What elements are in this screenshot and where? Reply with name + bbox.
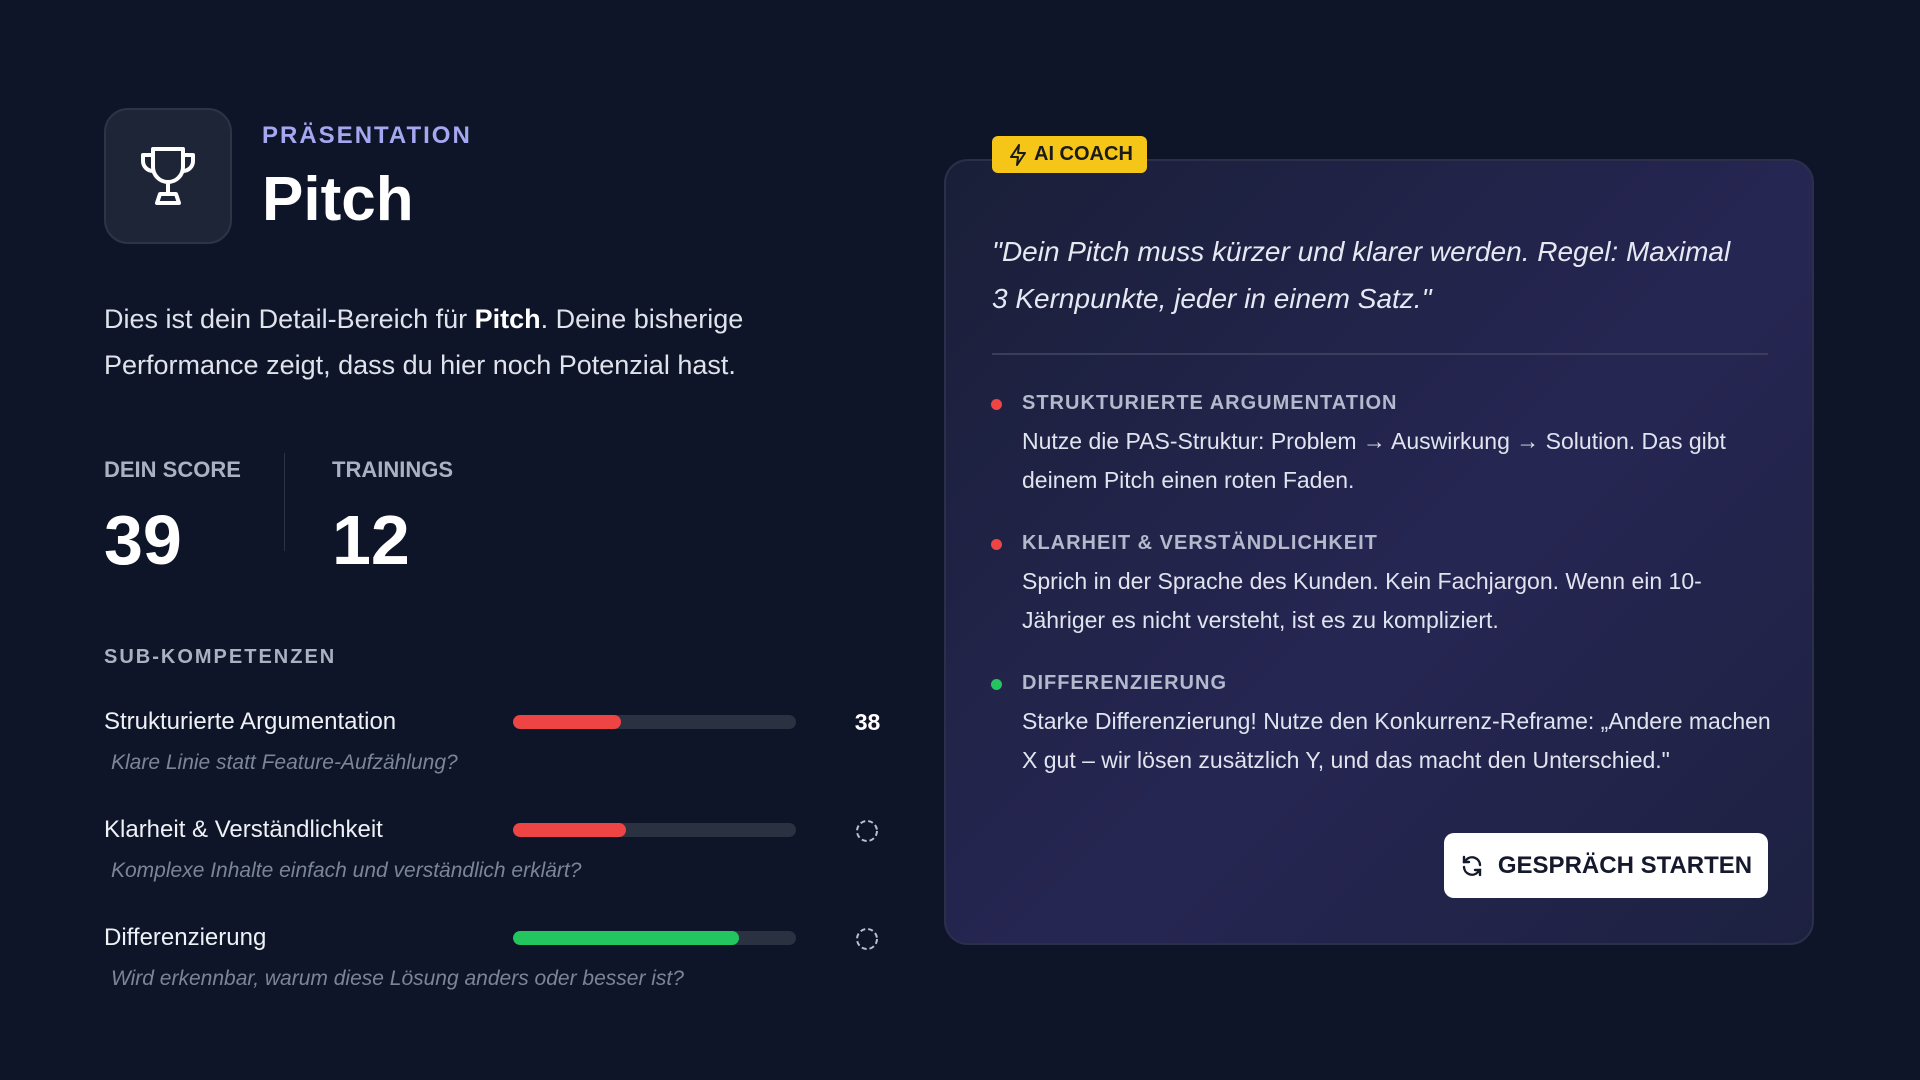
skill-track [513, 715, 796, 729]
stat-value: 39 [104, 501, 182, 579]
start-button[interactable]: GESPRÄCH STARTEN [1444, 833, 1768, 898]
skill-track [513, 823, 796, 837]
category: PRÄSENTATION [262, 122, 472, 149]
badge: AI COACH [992, 136, 1147, 173]
skill-hint: Komplexe Inhalte einfach und verständlic… [111, 859, 582, 882]
title: Pitch [262, 165, 414, 234]
description-bold: Pitch [474, 304, 541, 334]
description-text: Dies ist dein Detail-Bereich für [104, 304, 475, 334]
stat-label: DEIN SCORE [104, 457, 241, 482]
tip-text: Starke Differenzierung! Nutze den Konkur… [1022, 708, 1771, 773]
section-heading: SUB-KOMPETENZEN [104, 646, 337, 668]
divider [284, 453, 285, 551]
skill-track [513, 931, 796, 945]
skill-value: 38 [854, 709, 881, 735]
tip-dot [991, 679, 1002, 690]
description: Dies ist dein Detail-Bereich für Pitch. … [104, 296, 824, 388]
tip-dot [991, 539, 1002, 550]
trophy-icon [104, 108, 232, 244]
button-label: GESPRÄCH STARTEN [1497, 851, 1753, 879]
description-text: . Deine bisherige Performance zeigt, das… [104, 304, 744, 380]
stat-label: TRAININGS [332, 457, 453, 482]
separator [992, 353, 1768, 355]
tip-dot [991, 399, 1002, 410]
pending-icon [854, 818, 880, 844]
tip-text: Sprich in der Sprache des Kunden. Kein F… [1022, 568, 1702, 633]
coach-card [944, 159, 1814, 945]
tip-title: KLARHEIT & VERSTÄNDLICHKEIT [1022, 532, 1378, 554]
skill-bar [513, 715, 621, 729]
coach-quote: "Dein Pitch muss kürzer und klarer werde… [992, 236, 1731, 314]
skill-name: Strukturierte Argumentation [104, 708, 397, 735]
skill-bar [513, 823, 627, 837]
skill-hint: Klare Linie statt Feature-Aufzählung? [111, 751, 458, 774]
skill-name: Klarheit & Verständlichkeit [104, 816, 383, 843]
skill-name: Differenzierung [104, 924, 267, 951]
tip-title: DIFFERENZIERUNG [1022, 672, 1227, 694]
badge-text: AI COACH [1034, 143, 1133, 165]
pending-icon [854, 926, 880, 952]
tip-text: Nutze die PAS-Struktur: Problem → Auswir… [1022, 428, 1726, 493]
skill-hint: Wird erkennbar, warum diese Lösung ander… [111, 967, 684, 990]
skill-bar [513, 931, 740, 945]
tip-title: STRUKTURIERTE ARGUMENTATION [1022, 392, 1398, 414]
stat-value: 12 [332, 501, 410, 579]
